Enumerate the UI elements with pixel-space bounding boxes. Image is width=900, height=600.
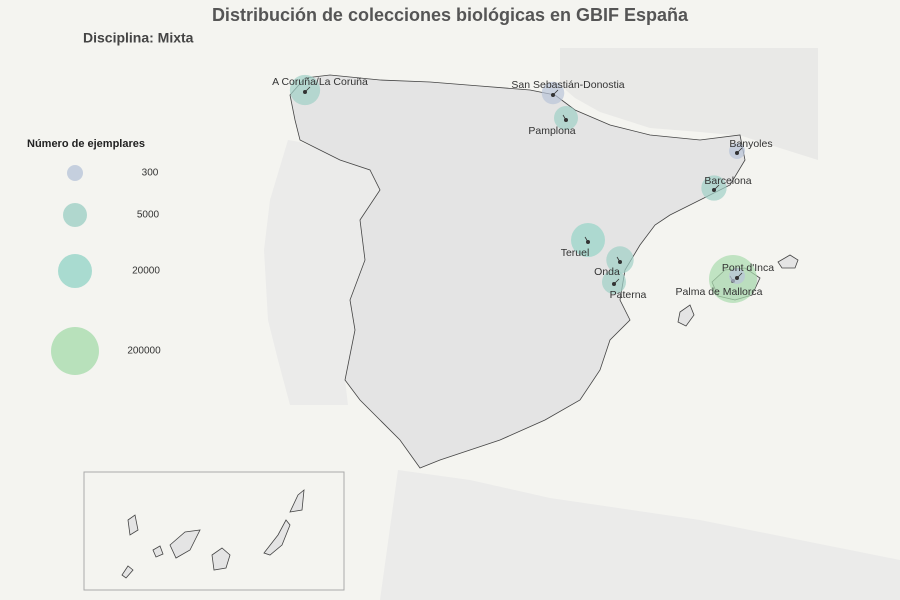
city-dot xyxy=(712,188,716,192)
legend-swatch xyxy=(58,254,92,288)
city-dot xyxy=(612,282,616,286)
city-dot xyxy=(735,151,739,155)
city-label: Pamplona xyxy=(528,125,575,137)
city-dot xyxy=(303,90,307,94)
city-dot xyxy=(564,118,568,122)
canary-islands xyxy=(121,489,305,579)
city-label: Pont d'Inca xyxy=(722,262,774,274)
city-dot xyxy=(618,260,622,264)
city-dot xyxy=(551,93,555,97)
city-label: Teruel xyxy=(561,247,590,259)
bubbles: A Coruña/La Coruña San Sebastián-Donostia… xyxy=(272,74,774,303)
city-dot xyxy=(586,240,590,244)
city-label: Onda xyxy=(594,266,620,278)
city-label: Paterna xyxy=(610,289,647,301)
legend-label: 200000 xyxy=(127,346,161,357)
city-label: San Sebastián-Donostia xyxy=(511,79,624,91)
africa xyxy=(380,470,900,600)
title: Distribución de colecciones biológicas e… xyxy=(212,5,689,25)
legend-swatch xyxy=(51,327,99,375)
canary-inset xyxy=(83,471,345,591)
france xyxy=(560,48,818,160)
city-dot xyxy=(735,276,739,280)
city-label: Palma de Mallorca xyxy=(676,286,763,298)
legend-label: 5000 xyxy=(137,210,160,221)
city-label: Barcelona xyxy=(704,175,751,187)
legend-swatch xyxy=(63,203,87,227)
legend-label: 20000 xyxy=(132,266,160,277)
ibiza xyxy=(677,304,695,327)
portugal xyxy=(264,140,380,405)
legend-swatch xyxy=(67,165,83,181)
legend-title: Número de ejemplares xyxy=(27,138,145,150)
city-label: A Coruña/La Coruña xyxy=(272,76,368,88)
legend: 300 5000 20000 200000 xyxy=(51,165,161,375)
legend-label: 300 xyxy=(142,168,159,179)
subtitle: Disciplina: Mixta xyxy=(83,30,194,46)
city-label: Banyoles xyxy=(729,138,772,150)
menorca xyxy=(777,254,799,269)
